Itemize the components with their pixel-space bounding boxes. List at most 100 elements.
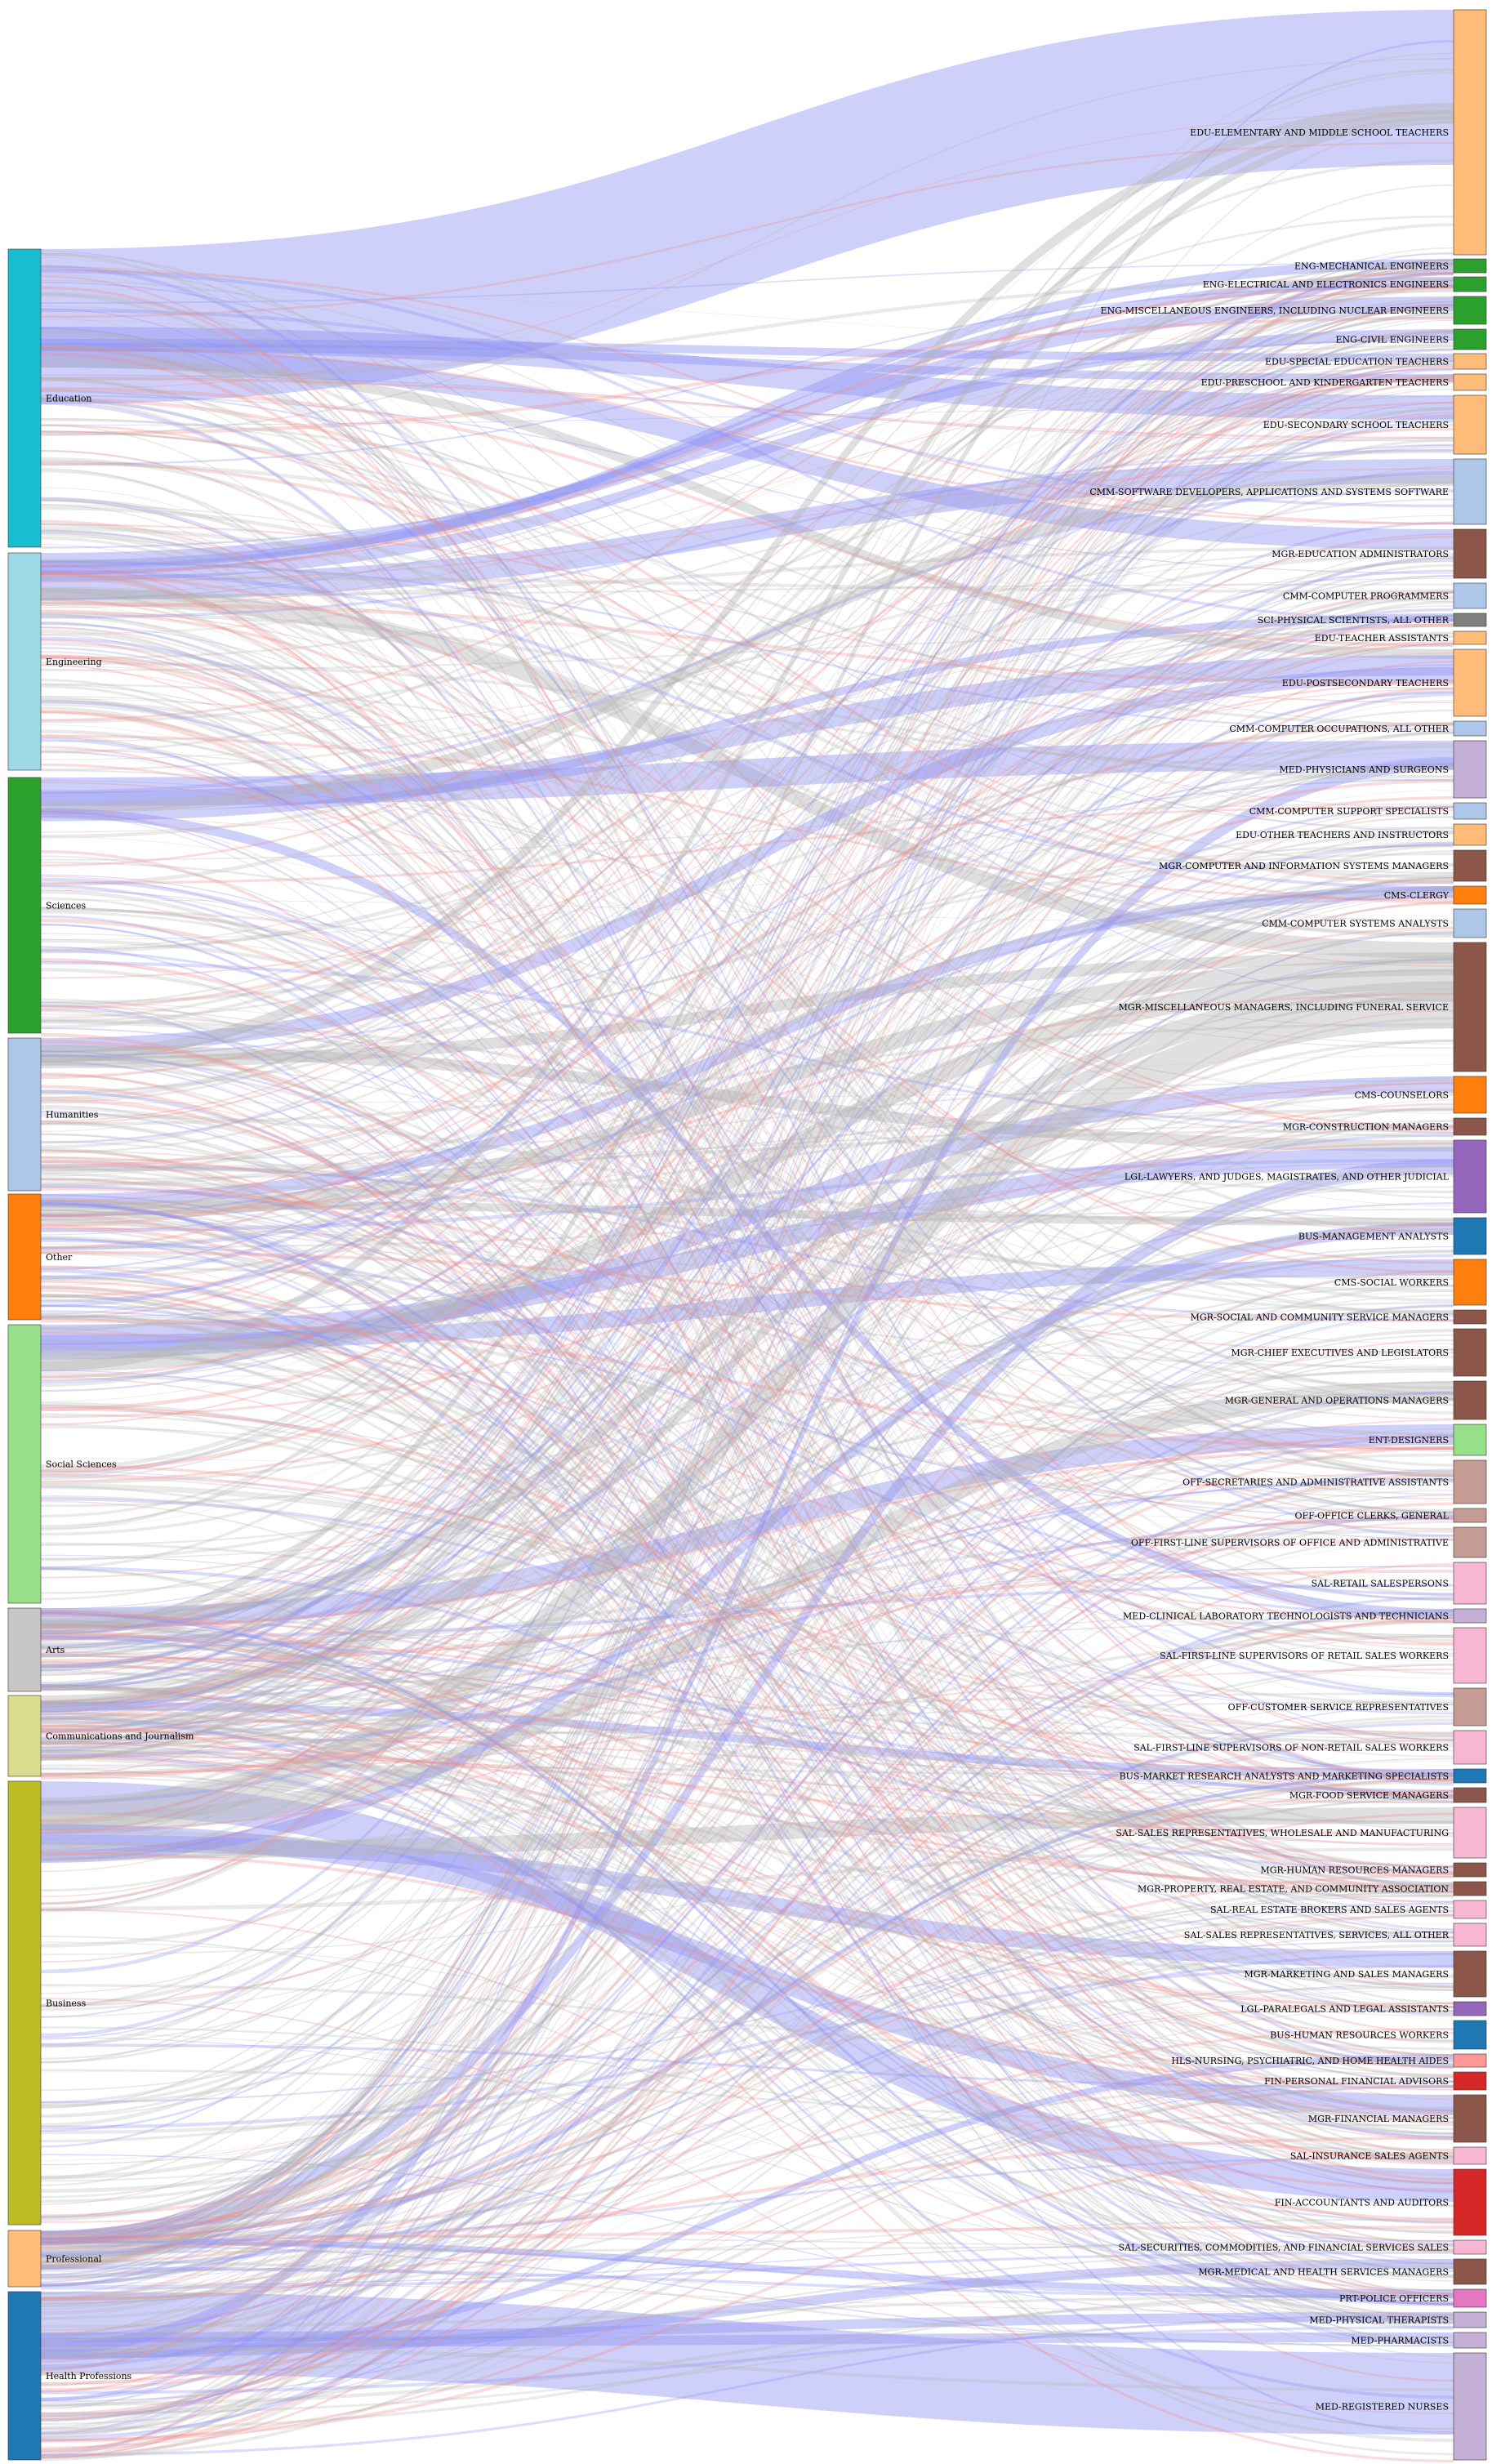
flow-link: [41, 1082, 1454, 1483]
flow-link: [41, 778, 1454, 1058]
flow-link: [41, 667, 1454, 1053]
flow-link: [41, 1739, 1454, 2232]
flow-link: [41, 1569, 1454, 1664]
target-node-label: MGR-MEDICAL AND HEALTH SERVICES MANAGERS: [1198, 2267, 1449, 2278]
flow-link: [41, 1304, 1454, 2243]
target-node: BUS-MANAGEMENT ANALYSTS: [1298, 1217, 1487, 1255]
flow-link: [41, 1166, 1454, 1891]
flow-link: [41, 1483, 1454, 1738]
flow-link: [41, 1692, 1454, 1724]
flow-link: [41, 695, 1454, 1045]
flow-link: [41, 1832, 1454, 2244]
flow-link: [41, 1778, 1454, 2386]
flow-link: [41, 956, 1454, 2260]
flow-link: [41, 810, 1454, 2138]
target-node-label: HLS-NURSING, PSYCHIATRIC, AND HOME HEALT…: [1171, 2056, 1449, 2066]
flow-link: [41, 121, 1454, 2435]
flow-link: [41, 877, 1454, 1698]
flow-link: [41, 264, 1454, 1528]
flow-link: [41, 215, 1454, 754]
flow-link: [41, 1228, 1454, 1317]
flow-link: [41, 306, 1454, 1741]
target-node-label: MGR-EDUCATION ADMINISTRATORS: [1272, 549, 1449, 559]
target-node: EDU-ELEMENTARY AND MIDDLE SCHOOL TEACHER…: [1190, 9, 1487, 256]
flow-link: [41, 763, 1454, 1713]
flow-link: [41, 1609, 1454, 2279]
target-node: BUS-MARKET RESEARCH ANALYSTS AND MARKETI…: [1120, 1768, 1487, 1784]
flow-link: [41, 597, 1454, 733]
flow-link: [41, 1736, 1454, 1777]
flow-link: [41, 620, 1454, 1053]
flow-link: [41, 2006, 1454, 2448]
flow-link: [41, 804, 1454, 1690]
source-node-bar: [7, 1324, 42, 1604]
flow-link: [41, 1133, 1454, 1648]
target-node-label: CMM-SOFTWARE DEVELOPERS, APPLICATIONS AN…: [1089, 487, 1449, 497]
flow-link: [41, 1058, 1454, 1370]
target-node-bar: [1453, 353, 1487, 370]
source-node-bar: [7, 1193, 42, 1321]
flow-link: [41, 2318, 1454, 2415]
flow-link: [41, 2260, 1454, 2347]
flow-link: [41, 1629, 1454, 2221]
flow-link: [41, 375, 1454, 608]
flow-link: [41, 1989, 1454, 2281]
flow-link: [41, 1110, 1454, 2185]
flow-link: [41, 560, 1454, 731]
flow-link: [41, 2326, 1454, 2395]
flow-link: [41, 332, 1454, 2109]
target-node-label: LGL-PARALEGALS AND LEGAL ASSISTANTS: [1240, 2004, 1449, 2015]
flow-link: [41, 1004, 1454, 2434]
flow-link: [41, 68, 1454, 1531]
flow-link: [41, 2314, 1454, 2457]
flow-link: [41, 749, 1454, 1097]
flow-link: [41, 466, 1454, 2266]
flow-link: [41, 1711, 1454, 2279]
flow-link: [41, 388, 1454, 2387]
flow-link: [41, 1685, 1454, 2442]
flow-link: [41, 1310, 1454, 1714]
flow-link: [41, 1731, 1454, 1735]
flow-link: [41, 1236, 1454, 1918]
target-node-bar: [1453, 2288, 1487, 2308]
flow-link: [41, 1419, 1454, 2007]
flow-link: [41, 1584, 1454, 1639]
flow-link: [41, 844, 1454, 2459]
flow-link: [41, 1757, 1454, 2270]
flow-link: [41, 643, 1454, 1897]
target-node-bar: [1453, 823, 1487, 846]
flow-link: [41, 2010, 1454, 2047]
flow-link: [41, 359, 1454, 1777]
flow-link: [41, 451, 1454, 660]
flow-link: [41, 889, 1454, 2044]
flow-link: [41, 366, 1454, 1905]
flow-link: [41, 949, 1454, 1601]
flow-link: [41, 577, 1454, 1802]
flow-link: [41, 250, 1454, 1883]
flow-link: [41, 605, 1454, 1710]
flow-link: [41, 1824, 1454, 2115]
flow-link: [41, 2054, 1454, 2360]
target-node-bar: [1453, 720, 1487, 737]
source-node: Professional: [7, 2230, 102, 2288]
flow-link: [41, 600, 1454, 2431]
flow-link: [41, 1184, 1454, 1596]
flow-link: [41, 1294, 1454, 2317]
flow-link: [41, 1446, 1454, 2239]
flow-link: [41, 1105, 1454, 1914]
flow-link: [41, 365, 1454, 1685]
target-node: SAL-SALES REPRESENTATIVES, SERVICES, ALL…: [1184, 1923, 1487, 1947]
flow-link: [41, 876, 1454, 2450]
flow-link: [41, 1326, 1454, 2235]
target-node: MGR-CHIEF EXECUTIVES AND LEGISLATORS: [1231, 1328, 1487, 1377]
flow-link: [41, 1304, 1454, 1939]
flow-link: [41, 1275, 1454, 2068]
flow-link: [41, 461, 1454, 726]
flow-link: [41, 552, 1454, 954]
flow-link: [41, 1121, 1454, 2275]
flow-link: [41, 1045, 1454, 1152]
flow-link: [41, 1751, 1454, 2306]
flow-link: [41, 468, 1454, 583]
flow-link: [41, 763, 1454, 1218]
flow-link: [41, 737, 1454, 2069]
